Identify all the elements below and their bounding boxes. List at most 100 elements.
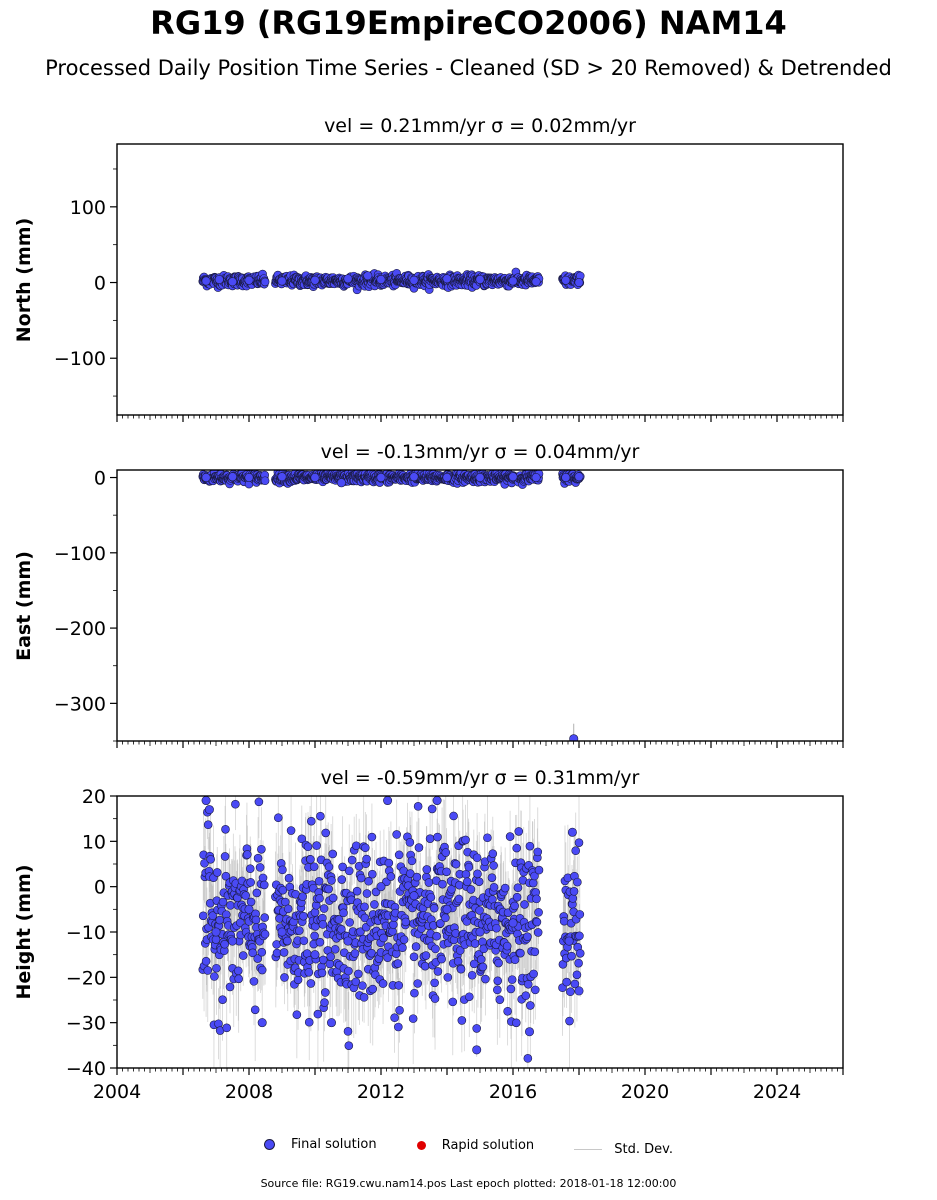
y-axis-label: East (mm) — [13, 551, 35, 661]
data-point — [407, 856, 417, 866]
data-point — [339, 908, 348, 918]
data-point — [238, 951, 248, 960]
data-point — [297, 834, 307, 844]
data-point — [260, 476, 270, 486]
panel-title: vel = 0.21mm/yr σ = 0.02mm/yr — [324, 115, 636, 137]
y-tick-label: −100 — [54, 543, 106, 565]
data-point — [351, 977, 361, 987]
data-point — [574, 472, 584, 482]
data-point — [376, 473, 386, 483]
data-point — [284, 873, 294, 883]
data-point — [225, 982, 235, 992]
data-point — [277, 276, 287, 286]
data-point — [383, 953, 392, 962]
data-point — [442, 274, 452, 284]
data-point — [310, 931, 319, 941]
data-point — [343, 1027, 353, 1036]
data-point — [350, 949, 360, 958]
data-point — [222, 1023, 232, 1033]
data-point — [347, 855, 357, 865]
data-point — [248, 948, 258, 958]
data-point — [214, 274, 224, 284]
data-point — [379, 933, 388, 943]
data-point — [337, 875, 347, 884]
data-point — [218, 995, 227, 1004]
data-point — [328, 849, 338, 859]
data-point — [231, 799, 240, 809]
data-point — [212, 963, 221, 973]
data-point — [393, 959, 403, 968]
data-point — [201, 276, 211, 286]
data-point — [318, 955, 328, 965]
data-point — [359, 993, 369, 1002]
data-point — [368, 869, 377, 879]
data-point — [392, 830, 401, 839]
data-point — [360, 902, 369, 912]
data-point — [409, 472, 419, 482]
data-point — [362, 889, 372, 898]
data-point — [299, 911, 308, 921]
data-point — [298, 892, 307, 901]
data-point — [320, 998, 329, 1007]
data-point — [228, 472, 238, 482]
data-point — [315, 894, 324, 903]
data-point — [356, 927, 365, 937]
data-point — [376, 274, 386, 284]
plot-area — [198, 796, 585, 1068]
data-point — [250, 1005, 260, 1015]
data-point — [286, 826, 296, 835]
data-point — [280, 973, 289, 982]
data-point — [378, 979, 388, 988]
data-point — [221, 871, 231, 881]
data-point — [321, 828, 331, 838]
data-point — [306, 855, 315, 864]
data-point — [304, 967, 314, 977]
data-point — [260, 277, 270, 287]
data-point — [309, 862, 319, 872]
data-point — [200, 858, 209, 868]
data-point — [206, 855, 215, 864]
data-point — [244, 275, 254, 285]
data-point — [409, 275, 419, 285]
data-point — [321, 988, 330, 997]
data-point — [561, 275, 571, 285]
data-point — [252, 888, 262, 898]
data-point — [390, 1013, 399, 1023]
figure-title: RG19 (RG19EmpireCO2006) NAM14 — [150, 4, 787, 42]
data-point — [303, 842, 313, 852]
data-point — [394, 1022, 403, 1032]
outlier-point — [569, 734, 579, 741]
plot-area — [198, 267, 585, 295]
data-point — [203, 820, 213, 830]
data-point — [361, 843, 370, 853]
data-point — [292, 1010, 302, 1019]
panel-north: −100 0 100 vel = 0.21mm/yr σ = 0.02mm/yr Nor… — [13, 115, 844, 422]
data-point — [278, 865, 287, 875]
data-point — [363, 271, 373, 281]
data-point — [212, 868, 222, 877]
data-point — [531, 473, 541, 483]
data-point — [201, 956, 211, 966]
data-point — [336, 478, 346, 488]
plot-area — [198, 470, 585, 741]
data-point — [475, 274, 485, 284]
data-point — [344, 966, 353, 976]
data-point — [310, 275, 320, 285]
data-point — [215, 915, 225, 925]
panel-height: 2004 2008 2012 2016 2020 2024−40−30−20−100102… — [13, 767, 844, 1103]
y-tick-label: −200 — [54, 618, 106, 640]
data-point — [362, 854, 371, 864]
data-point — [398, 943, 407, 953]
data-point — [257, 965, 267, 975]
data-point — [364, 876, 373, 886]
data-point — [405, 869, 415, 878]
data-point — [561, 473, 571, 483]
data-point — [395, 1005, 404, 1015]
y-tick-label: −300 — [54, 693, 106, 715]
data-point — [343, 274, 353, 284]
data-point — [246, 897, 256, 907]
data-point — [243, 850, 252, 859]
data-point — [531, 277, 541, 287]
data-point — [241, 891, 250, 900]
